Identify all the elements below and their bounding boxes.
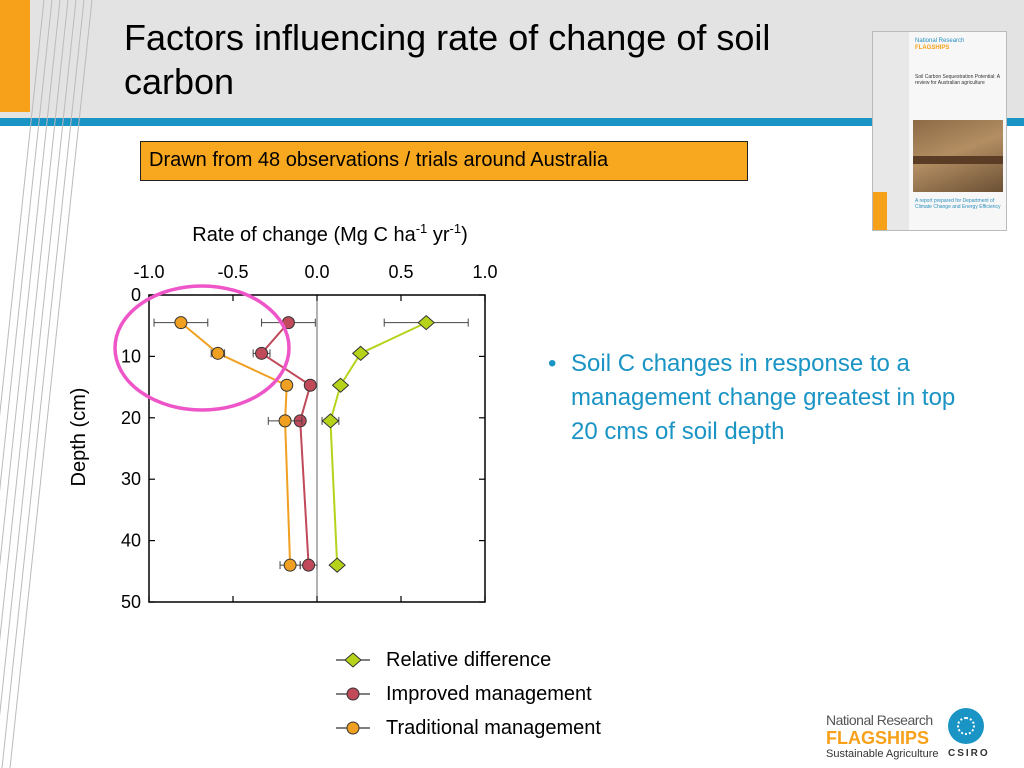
header-divider <box>0 118 1024 126</box>
y-tick-label: 10 <box>121 346 141 366</box>
data-point <box>351 345 370 361</box>
legend-label: Improved management <box>386 683 592 705</box>
legend-swatch <box>336 687 370 701</box>
y-tick-label: 30 <box>121 469 141 489</box>
footer-logo: National Research FLAGSHIPS Sustainable … <box>826 706 1018 764</box>
data-point <box>255 346 269 360</box>
report-footer: A report prepared for Department of Clim… <box>915 198 1001 210</box>
y-axis-title: Depth (cm) <box>68 388 90 487</box>
series-line <box>329 321 427 566</box>
y-tick-label: 40 <box>121 531 141 551</box>
series-layer <box>153 314 469 573</box>
logo-line3: Sustainable Agriculture <box>826 748 939 760</box>
legend-label: Traditional management <box>386 717 601 739</box>
data-point <box>417 314 435 331</box>
bullet-point: • Soil C changes in response to a manage… <box>548 347 972 449</box>
y-tick-label: 50 <box>121 592 141 612</box>
callout-box: Drawn from 48 observations / trials arou… <box>140 141 748 181</box>
csiro-text: CSIRO <box>948 748 990 759</box>
report-brand: National Research FLAGSHIPS <box>915 38 964 52</box>
y-ticks: 0 10 20 30 40 50 <box>121 285 485 612</box>
csiro-logo-icon <box>948 708 984 744</box>
y-tick-label: 0 <box>131 285 141 305</box>
report-title: Soil Carbon Sequestration Potential: A r… <box>915 74 1000 86</box>
data-point <box>283 558 297 572</box>
series-2 <box>153 316 303 572</box>
data-point <box>321 413 340 429</box>
legend-marker <box>344 652 362 668</box>
x-ticks: -1.0 -0.5 0.0 0.5 1.0 <box>133 262 498 602</box>
series-line <box>180 321 292 566</box>
legend-swatch <box>336 652 370 668</box>
slide-title: Factors influencing rate of change of so… <box>124 17 771 102</box>
x-tick-label: -1.0 <box>133 262 164 282</box>
bullet-dot: • <box>548 350 557 377</box>
data-point <box>211 346 225 360</box>
x-tick-label: 0.0 <box>304 262 329 282</box>
report-brand-line2: FLAGSHIPS <box>915 45 950 51</box>
data-point <box>278 414 292 428</box>
decorative-lines <box>0 0 93 768</box>
x-axis-title: Rate of change (Mg C ha-1 yr-1) <box>192 221 467 246</box>
report-brand-line1: National Research <box>915 38 965 44</box>
report-cover-image: National Research FLAGSHIPS Soil Carbon … <box>872 31 1007 231</box>
data-point <box>280 378 294 392</box>
x-tick-label: -0.5 <box>217 262 248 282</box>
data-point <box>303 378 317 392</box>
header-band <box>0 0 1024 118</box>
bullet-text: Soil C changes in response to a manageme… <box>571 350 956 445</box>
data-point <box>302 558 316 572</box>
x-tick-label: 1.0 <box>472 262 497 282</box>
logo-line1: National Research <box>826 712 933 728</box>
data-point <box>331 377 350 393</box>
orange-tab <box>0 0 30 112</box>
legend-swatch <box>336 721 370 735</box>
x-tick-label: 0.5 <box>388 262 413 282</box>
legend-label: Relative difference <box>386 649 552 671</box>
legend-marker <box>346 687 360 701</box>
highlight-circle <box>113 284 291 412</box>
series-0 <box>321 314 469 573</box>
data-point <box>174 316 188 330</box>
y-tick-label: 20 <box>121 408 141 428</box>
data-point <box>328 557 346 573</box>
legend-marker <box>346 721 360 735</box>
logo-line2: FLAGSHIPS <box>826 728 930 748</box>
